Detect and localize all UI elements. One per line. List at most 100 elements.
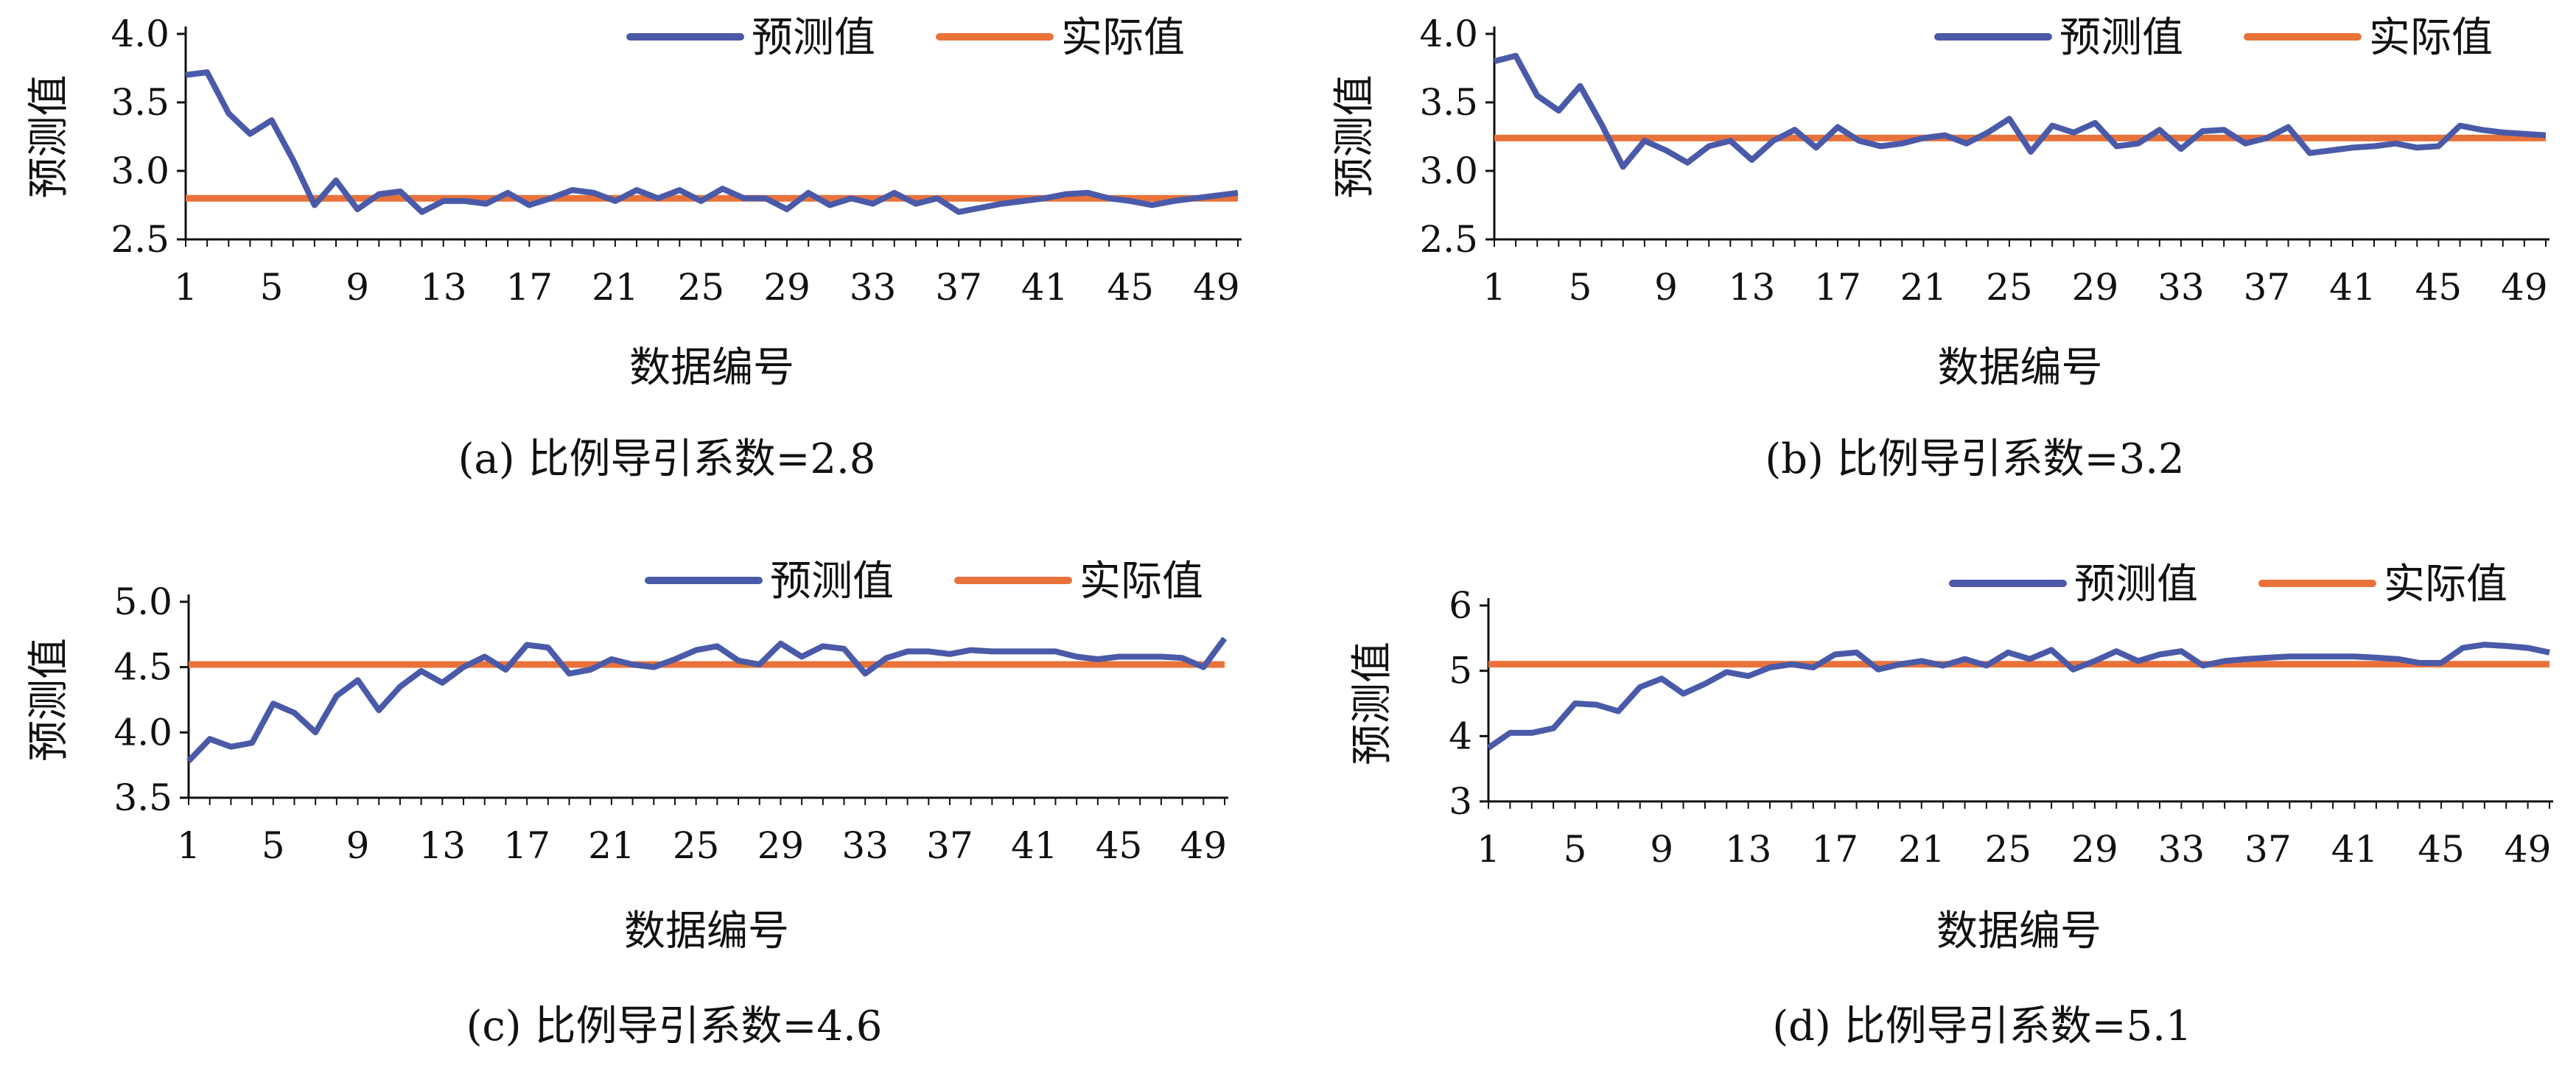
y-axis-label: 预测值	[25, 75, 73, 199]
x-tick-label: 9	[346, 266, 369, 309]
x-axis-label: 数据编号	[624, 907, 789, 955]
y-tick-label: 3.5	[113, 776, 172, 819]
y-tick-label: 5.0	[113, 580, 172, 623]
y-tick-label: 3.5	[111, 81, 169, 124]
legend-actual-label: 实际值	[2384, 561, 2507, 608]
x-tick-label: 25	[1986, 266, 2033, 309]
y-tick-label: 3	[1449, 780, 1472, 823]
chart-caption: (c) 比例导引系数=4.6	[466, 1003, 883, 1050]
x-tick-label: 37	[2244, 828, 2292, 871]
legend: 预测值 实际值	[626, 14, 1185, 62]
x-tick-label: 21	[592, 266, 639, 309]
y-tick-label: 2.5	[1419, 218, 1478, 261]
y-tick-label: 2.5	[111, 218, 169, 261]
y-tick-label: 4.0	[113, 711, 172, 754]
x-tick-label: 33	[2157, 266, 2205, 309]
legend: 预测值 实际值	[645, 558, 1203, 605]
x-tick-label: 5	[262, 824, 285, 867]
x-tick-label: 45	[2418, 828, 2465, 871]
x-tick-label: 13	[419, 824, 466, 867]
chart-caption: (a) 比例导引系数=2.8	[458, 435, 876, 483]
predicted-series-line	[185, 69, 1239, 215]
legend-predicted-label: 预测值	[752, 14, 875, 62]
x-tick-label: 49	[1180, 824, 1227, 867]
legend: 预测值 实际值	[1934, 14, 2493, 62]
x-tick-label: 1	[177, 824, 200, 867]
y-tick-label: 4.0	[111, 13, 169, 55]
x-tick-label: 17	[1814, 266, 1861, 309]
x-tick-label: 13	[1725, 828, 1772, 871]
x-axis-label: 数据编号	[629, 344, 794, 392]
x-tick-label: 9	[346, 824, 370, 867]
x-tick-label: 33	[841, 824, 889, 867]
x-tick-label: 41	[1021, 266, 1068, 309]
chart-caption: (b) 比例导引系数=3.2	[1765, 435, 2184, 483]
x-tick-label: 45	[1096, 824, 1143, 867]
x-tick-label: 13	[420, 266, 467, 309]
legend-actual-label: 实际值	[2369, 14, 2493, 62]
x-tick-label: 17	[505, 266, 553, 309]
x-tick-label: 21	[1898, 828, 1945, 871]
y-tick-label: 6	[1449, 584, 1472, 627]
predicted-series-line	[1494, 52, 2547, 170]
x-tick-label: 5	[1564, 828, 1587, 871]
legend-actual-label: 实际值	[1079, 558, 1203, 605]
chart-panel-c: 3.5 4.0 4.5 5.0 1 5 9 13 17 21 25 29 33 37 41 45 49 预测值 实际…	[25, 558, 1228, 1050]
predicted-series-line	[1486, 642, 2550, 751]
x-tick-label: 21	[1900, 266, 1947, 309]
legend: 预测值 实际值	[1949, 561, 2507, 608]
y-tick-label: 3.0	[1419, 150, 1478, 192]
x-tick-label: 13	[1729, 266, 1776, 309]
x-tick-label: 37	[926, 824, 973, 867]
x-tick-label: 9	[1654, 266, 1678, 309]
y-axis-label: 预测值	[25, 638, 73, 762]
x-tick-label: 41	[2331, 828, 2379, 871]
predicted-series-line	[186, 636, 1228, 764]
x-tick-label: 45	[1107, 266, 1154, 309]
x-axis-label: 数据编号	[1936, 907, 2101, 955]
x-tick-label: 37	[935, 266, 982, 309]
x-tick-label: 17	[503, 824, 550, 867]
x-tick-label: 41	[2329, 266, 2376, 309]
x-tick-label: 37	[2244, 266, 2291, 309]
legend-actual-label: 实际值	[1061, 14, 1185, 62]
x-axis-label: 数据编号	[1938, 344, 2103, 392]
legend-predicted-label: 预测值	[2059, 14, 2183, 62]
x-tick-label: 49	[2505, 828, 2552, 871]
y-tick-label: 4.0	[1419, 13, 1478, 55]
x-tick-label: 29	[757, 824, 805, 867]
y-tick-label: 3.5	[1419, 81, 1478, 124]
x-tick-label: 1	[1477, 828, 1500, 871]
x-tick-label: 49	[1193, 266, 1240, 309]
x-tick-label: 5	[260, 266, 284, 309]
y-axis-label: 预测值	[1348, 642, 1396, 765]
x-tick-label: 21	[588, 824, 635, 867]
chart-caption: (d) 比例导引系数=5.1	[1772, 1003, 2191, 1050]
x-tick-label: 1	[174, 266, 197, 309]
x-tick-label: 29	[763, 266, 811, 309]
x-tick-label: 5	[1569, 266, 1592, 309]
legend-predicted-label: 预测值	[770, 558, 894, 605]
x-tick-label: 29	[2071, 828, 2118, 871]
chart-panel-b: 2.5 3.0 3.5 4.0 1 5 9 13 17 21 25 29 33 37 41 45 49 预测值 实际…	[1331, 13, 2549, 483]
y-axis-label: 预测值	[1331, 75, 1379, 199]
x-tick-label: 45	[2415, 266, 2463, 309]
x-tick-label: 29	[2072, 266, 2119, 309]
y-tick-label: 4	[1449, 714, 1472, 757]
x-tick-label: 41	[1011, 824, 1058, 867]
legend-predicted-label: 预测值	[2074, 561, 2198, 608]
x-tick-label: 33	[850, 266, 897, 309]
y-tick-label: 5	[1449, 650, 1472, 692]
x-tick-label: 25	[1984, 828, 2031, 871]
chart-panel-a: 2.5 3.0 3.5 4.0 1 5 9 13 17 21 25 29 33 37 41 45 49 预测值 实际…	[25, 13, 1242, 483]
x-tick-label: 1	[1483, 266, 1506, 309]
x-tick-label: 25	[673, 824, 720, 867]
x-tick-label: 9	[1650, 828, 1673, 871]
y-tick-label: 4.5	[113, 646, 172, 689]
x-tick-label: 33	[2158, 828, 2205, 871]
y-tick-label: 3.0	[111, 150, 169, 192]
x-tick-label: 25	[678, 266, 725, 309]
